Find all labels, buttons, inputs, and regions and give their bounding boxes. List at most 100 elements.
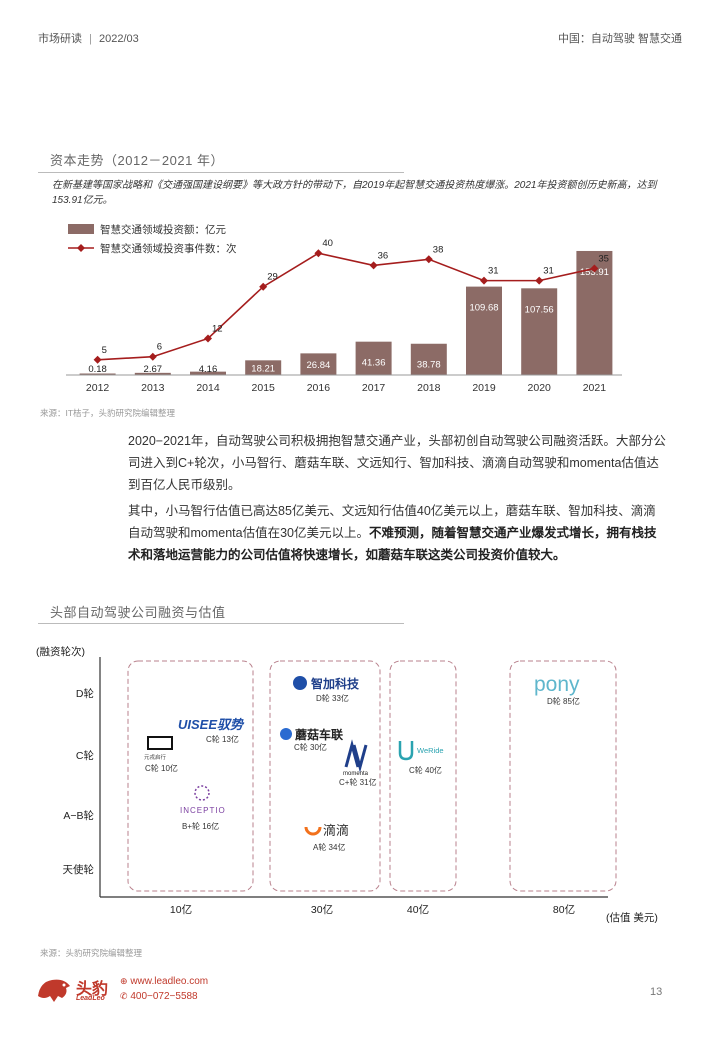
line-point-2017 [369,261,378,270]
didi-note: A轮 34亿 [313,842,345,852]
header-left: 市场研读 | 2022/03 [38,30,139,46]
weride-logo: WeRide [417,746,444,755]
footer-url: www.leadleo.com [130,976,209,987]
line-series: 5 6 12 29 40 36 38 31 31 35 [93,238,609,364]
legend-line-marker [77,244,85,252]
x-tick-2014: 2014 [196,382,220,394]
y-axis-label: (融资轮次) [36,645,85,658]
company-uisee: UISEE驭势 C轮 13亿 [178,717,245,744]
x-tick-2020: 2020 [528,382,552,394]
section2-divider [38,623,404,624]
x-tick-2019: 2019 [472,382,496,394]
bar-2014 [190,371,226,375]
investment-chart: 智慧交通领域投资额：亿元 智慧交通领域投资事件数：次 0.18 2.67 4.16 1… [66,223,622,394]
deeproute-note: C轮 10亿 [145,763,178,773]
section1-divider [38,172,404,173]
bar-label-2017: 41.36 [362,358,386,369]
bar-label-2021: 153.91 [580,267,609,278]
mogo-note: C轮 30亿 [294,742,327,752]
inceptio-note: B+轮 16亿 [182,821,219,831]
x-tick-2016: 2016 [307,382,331,394]
globe-icon: ⊕ [120,976,128,986]
uisee-note: C轮 13亿 [206,734,239,744]
x-tick-30: 30亿 [311,903,333,916]
deeproute-logo-mark [147,736,173,750]
brand-logo-en: LeadLeo [76,995,105,1002]
line-point-2019 [480,276,488,285]
bar-label-2016: 26.84 [307,360,331,371]
didi-logo-mark [304,826,322,836]
bar-value-labels: 0.18 2.67 4.16 18.21 26.84 41.36 38.78 109.68 10… [88,267,609,375]
x-tick-2018: 2018 [417,382,441,394]
valuation-chart: (融资轮次) (估值 美元) D轮 C轮 A−B轮 天使轮 10亿 30亿 40… [36,645,658,924]
company-pony: pony D轮 85亿 [534,673,580,706]
group-box-80 [509,660,617,892]
group-box-10 [127,660,254,892]
section1-caption: 在新基建等国家战略和《交通强国建设纲要》等大政方针的带动下，自2019年起智慧交… [52,180,657,206]
chart-legend: 智慧交通领域投资额：亿元 智慧交通领域投资事件数：次 [68,223,237,255]
bar-label-2019: 109.68 [469,303,498,314]
weride-note: C轮 40亿 [409,765,442,775]
weride-logo-mark [398,741,414,761]
legend-line-label: 智慧交通领域投资事件数：次 [100,242,237,255]
y-tick-ab: A−B轮 [63,809,94,822]
company-didi: 滴滴 A轮 34亿 [304,823,349,852]
line-label-2014: 12 [212,323,223,334]
bar-label-2015: 18.21 [251,364,275,375]
x-tick-2017: 2017 [362,382,386,394]
bar-2012 [79,373,116,375]
legend-bar-label: 智慧交通领域投资额：亿元 [100,223,226,236]
section1-title: 资本走势（2012－2021 年） [50,153,224,168]
header-title: 市场研读 [38,33,82,45]
line-point-2018 [424,255,433,264]
y-tick-d: D轮 [76,687,95,700]
line-label-2012: 5 [102,345,107,356]
bar-2017 [355,341,392,375]
momenta-logo-mark [344,739,368,773]
paragraph-1: 2020−2021年，自动驾驶公司积极拥抱智慧交通产业，头部初创自动驾驶公司融资… [128,434,666,492]
bar-2016 [300,353,337,375]
mogo-logo-mark [280,728,292,740]
bar-2013 [134,372,171,375]
x-tick-2012: 2012 [86,382,110,394]
line-label-2019: 31 [488,266,499,277]
line-label-2018: 38 [433,244,444,255]
section2-title: 头部自动驾驶公司融资与估值 [50,605,226,620]
bar-label-2020: 107.56 [525,304,554,315]
y-tick-angel: 天使轮 [63,863,95,876]
company-inceptio: INCEPTIO B+轮 16亿 [180,785,226,831]
bar-2020 [521,288,558,375]
line-label-2021: 35 [598,253,609,264]
page-number: 13 [650,986,663,998]
bar-2018 [410,343,447,375]
line-point-2013 [148,352,157,361]
plus-logo: 智加科技 [310,676,360,691]
x-axis-label: (估值 美元) [606,911,658,924]
line-point-2016 [314,249,323,258]
x-tick-2013: 2013 [141,382,165,394]
inceptio-logo: INCEPTIO [180,806,226,815]
momenta-logo: momenta [343,771,369,777]
group-box-30 [269,660,381,892]
group-box-40 [389,660,457,892]
paragraph-2: 其中，小马智行估值已高达85亿美元、文远知行估值40亿美元以上，蘑菇车联、智加科… [128,500,668,566]
company-weride: WeRide C轮 40亿 [398,741,444,775]
header-separator: | [89,33,92,45]
bar-2015 [245,360,282,375]
header-right: 中国：自动驾驶 智慧交通 [557,33,682,45]
line-label-2016: 40 [322,238,333,249]
company-momenta: momenta C+轮 31亿 [339,739,377,787]
mogo-logo: 蘑菇车联 [295,727,343,742]
bar-label-2013: 2.67 [144,364,163,375]
legend-bar-swatch [68,224,94,234]
company-deeproute: 元戎启行 C轮 10亿 [144,736,178,773]
pony-logo: pony [534,673,580,696]
x-tick-40: 40亿 [407,903,429,916]
uisee-logo: UISEE驭势 [178,717,245,732]
didi-logo: 滴滴 [323,823,349,838]
company-mogo: 蘑菇车联 C轮 30亿 [280,727,343,752]
footer-url-row: ⊕ www.leadleo.com [120,976,208,987]
x-tick-2021: 2021 [583,382,607,394]
line-point-2021 [590,264,599,273]
x-tick-80: 80亿 [553,903,575,916]
